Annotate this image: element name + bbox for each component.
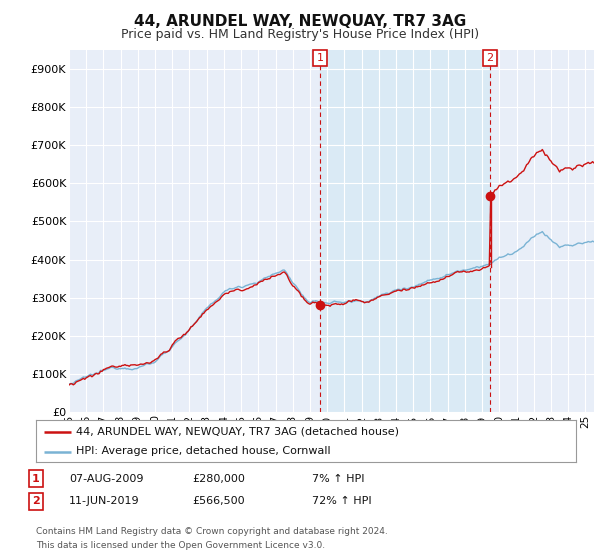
Text: HPI: Average price, detached house, Cornwall: HPI: Average price, detached house, Corn…	[77, 446, 331, 456]
Text: 1: 1	[317, 53, 324, 63]
Text: 72% ↑ HPI: 72% ↑ HPI	[312, 496, 371, 506]
Bar	[320, 50, 490, 412]
Text: 11-JUN-2019: 11-JUN-2019	[69, 496, 140, 506]
Text: 44, ARUNDEL WAY, NEWQUAY, TR7 3AG (detached house): 44, ARUNDEL WAY, NEWQUAY, TR7 3AG (detac…	[77, 427, 400, 437]
Text: £280,000: £280,000	[192, 474, 245, 484]
Text: 7% ↑ HPI: 7% ↑ HPI	[312, 474, 365, 484]
Text: £566,500: £566,500	[192, 496, 245, 506]
Text: 07-AUG-2009: 07-AUG-2009	[69, 474, 143, 484]
Text: 2: 2	[487, 53, 494, 63]
Text: Contains HM Land Registry data © Crown copyright and database right 2024.: Contains HM Land Registry data © Crown c…	[36, 528, 388, 536]
Text: 44, ARUNDEL WAY, NEWQUAY, TR7 3AG: 44, ARUNDEL WAY, NEWQUAY, TR7 3AG	[134, 14, 466, 29]
Text: 1: 1	[32, 474, 40, 484]
Text: Price paid vs. HM Land Registry's House Price Index (HPI): Price paid vs. HM Land Registry's House …	[121, 28, 479, 41]
Text: This data is licensed under the Open Government Licence v3.0.: This data is licensed under the Open Gov…	[36, 541, 325, 550]
Text: 2: 2	[32, 496, 40, 506]
